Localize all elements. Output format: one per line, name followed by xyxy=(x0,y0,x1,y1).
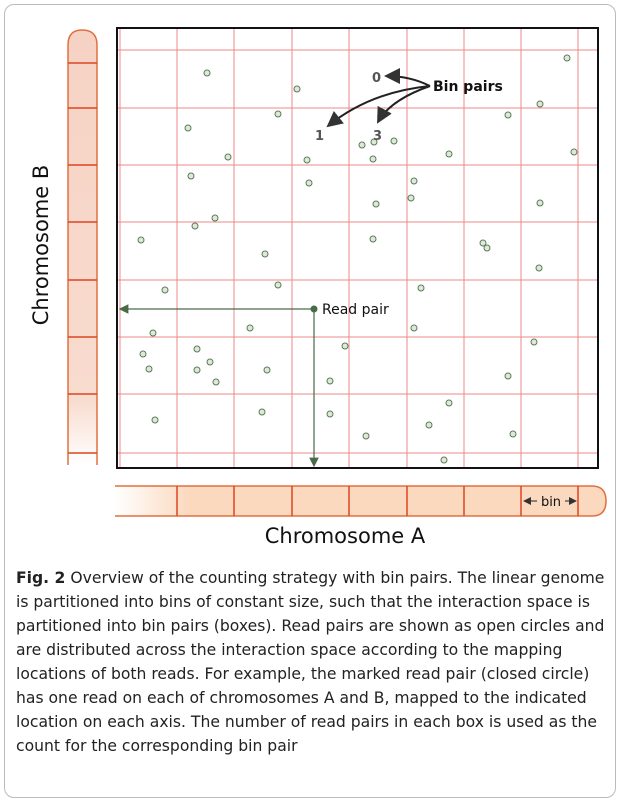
read-pair xyxy=(274,110,282,118)
read-pair xyxy=(145,365,153,373)
read-pair xyxy=(372,200,380,208)
axis-a-label: Chromosome A xyxy=(265,524,426,548)
read-pair xyxy=(504,111,512,119)
chromosome-b-bar xyxy=(67,29,98,465)
marked-read-pair xyxy=(310,305,318,313)
read-pair xyxy=(161,286,169,294)
read-pair xyxy=(137,236,145,244)
read-pair xyxy=(445,399,453,407)
interaction-space xyxy=(116,27,599,469)
read-pair xyxy=(326,410,334,418)
read-pair xyxy=(483,244,491,252)
caption-text: Overview of the counting strategy with b… xyxy=(16,569,605,755)
read-pair xyxy=(535,264,543,272)
read-pair xyxy=(563,54,571,62)
arrow xyxy=(377,85,431,124)
read-pair xyxy=(479,239,487,247)
bin-pairs-label: Bin pairs xyxy=(433,79,503,95)
arrow xyxy=(326,85,431,128)
read-pair xyxy=(390,137,398,145)
bin-label: bin xyxy=(541,495,561,510)
read-pair xyxy=(417,284,425,292)
read-pair xyxy=(261,250,269,258)
axis-b-label: Chromosome B xyxy=(29,165,53,326)
read-pair xyxy=(509,430,517,438)
read-pair xyxy=(370,138,378,146)
read-pair xyxy=(193,345,201,353)
read-pair xyxy=(139,350,147,358)
figure: Read pair Bin pairs 0 1 3 Chromosome B C… xyxy=(29,27,607,548)
caption-label: Fig. 2 xyxy=(16,569,66,587)
read-pair xyxy=(274,281,282,289)
read-pair xyxy=(184,124,192,132)
read-pair xyxy=(445,150,453,158)
read-pair xyxy=(211,214,219,222)
read-pair xyxy=(425,421,433,429)
read-pair xyxy=(369,235,377,243)
read-pair xyxy=(303,156,311,164)
read-pair xyxy=(410,177,418,185)
read-pair xyxy=(570,148,578,156)
read-pair-label: Read pair xyxy=(322,302,389,318)
read-pair xyxy=(504,372,512,380)
read-pair xyxy=(206,358,214,366)
bin-pair-marker: 0 xyxy=(372,71,381,86)
read-pair xyxy=(191,222,199,230)
read-pair xyxy=(326,377,334,385)
bin-grid xyxy=(117,28,598,468)
figure-frame xyxy=(4,4,616,798)
read-pair xyxy=(193,366,201,374)
read-pair xyxy=(258,408,266,416)
read-pair xyxy=(536,100,544,108)
read-pair xyxy=(407,194,415,202)
caption: Fig. 2 Overview of the counting strategy… xyxy=(16,566,610,758)
read-pair xyxy=(263,366,271,374)
bin-ticks xyxy=(68,62,579,516)
read-pair xyxy=(187,172,195,180)
bin-pair-marker: 1 xyxy=(315,129,324,144)
read-pair xyxy=(362,432,370,440)
read-pair xyxy=(151,416,159,424)
read-pair xyxy=(410,324,418,332)
read-pair xyxy=(536,199,544,207)
bin-pair-marker: 3 xyxy=(373,129,382,144)
read-pair xyxy=(203,69,211,77)
read-pair xyxy=(246,324,254,332)
read-pair xyxy=(149,329,157,337)
read-pair xyxy=(341,342,349,350)
read-pair xyxy=(358,141,366,149)
read-pair xyxy=(305,179,313,187)
read-pair xyxy=(530,338,538,346)
read-pair xyxy=(440,456,448,464)
read-pair xyxy=(212,378,220,386)
read-pair xyxy=(369,155,377,163)
chromosome-a-bar xyxy=(115,485,607,517)
read-pair xyxy=(224,153,232,161)
arrow xyxy=(384,68,431,87)
read-pair xyxy=(293,85,301,93)
read-pairs xyxy=(137,54,578,464)
